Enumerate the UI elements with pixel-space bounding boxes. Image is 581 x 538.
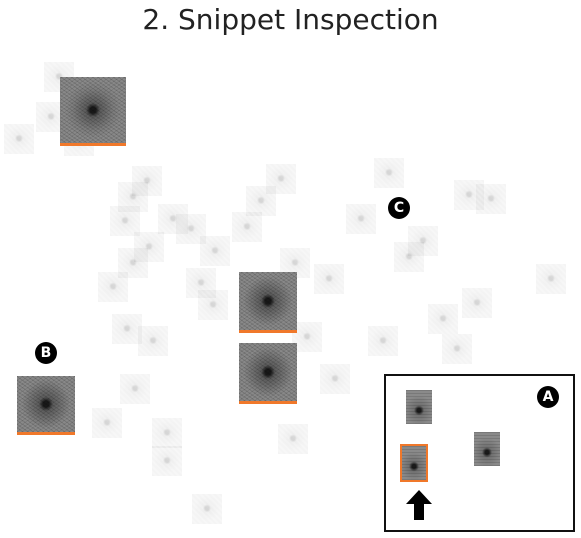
snippet-tile[interactable] [232,212,262,242]
snippet-tile[interactable] [266,164,296,194]
snippet-tile[interactable] [110,206,140,236]
snippet-tile[interactable] [292,322,322,352]
snippet-tile[interactable] [112,314,142,344]
figure-title: 2. Snippet Inspection [142,3,439,36]
inset-selected-snippet-tile[interactable] [400,444,428,482]
up-arrow-icon [406,490,432,520]
snippet-tile[interactable] [132,166,162,196]
snippet-tile[interactable] [192,494,222,524]
highlight-underline [60,143,126,146]
snippet-tile[interactable] [462,288,492,318]
inset-snippet-tile[interactable] [474,432,500,466]
snippet-tile[interactable] [118,182,148,212]
snippet-tile[interactable] [4,124,34,154]
snippet-tile[interactable] [368,326,398,356]
snippet-tile[interactable] [152,418,182,448]
snippet-tile[interactable] [198,290,228,320]
snippet-tile[interactable] [134,232,164,262]
snippet-tile[interactable] [92,408,122,438]
highlighted-snippet-tile[interactable] [239,343,297,401]
snippet-tile[interactable] [374,158,404,188]
highlight-underline [239,330,297,333]
snippet-tile[interactable] [346,204,376,234]
snippet-tile[interactable] [120,374,150,404]
snippet-tile[interactable] [118,248,148,278]
label-b-marker: B [35,342,57,364]
snippet-tile[interactable] [442,334,472,364]
highlighted-snippet-tile[interactable] [239,272,297,330]
inspection-inset-panel: A [384,374,575,532]
snippet-tile[interactable] [476,184,506,214]
inset-snippet-tile[interactable] [406,390,432,424]
snippet-tile[interactable] [428,304,458,334]
snippet-tile[interactable] [278,424,308,454]
snippet-tile[interactable] [394,242,424,272]
label-c-marker: C [388,197,410,219]
highlight-underline [239,401,297,404]
snippet-tile[interactable] [314,264,344,294]
snippet-tile[interactable] [186,268,216,298]
snippet-tile[interactable] [98,272,128,302]
highlighted-snippet-tile[interactable] [17,376,75,432]
snippet-tile[interactable] [408,226,438,256]
snippet-tile[interactable] [200,236,230,266]
snippet-tile[interactable] [176,214,206,244]
snippet-tile[interactable] [320,364,350,394]
highlighted-snippet-tile[interactable] [60,77,126,143]
highlight-underline [17,432,75,435]
label-a-marker: A [537,386,559,408]
snippet-tile[interactable] [246,186,276,216]
snippet-tile[interactable] [536,264,566,294]
snippet-tile[interactable] [454,180,484,210]
snippet-tile[interactable] [138,326,168,356]
snippet-tile[interactable] [152,446,182,476]
snippet-tile[interactable] [158,204,188,234]
